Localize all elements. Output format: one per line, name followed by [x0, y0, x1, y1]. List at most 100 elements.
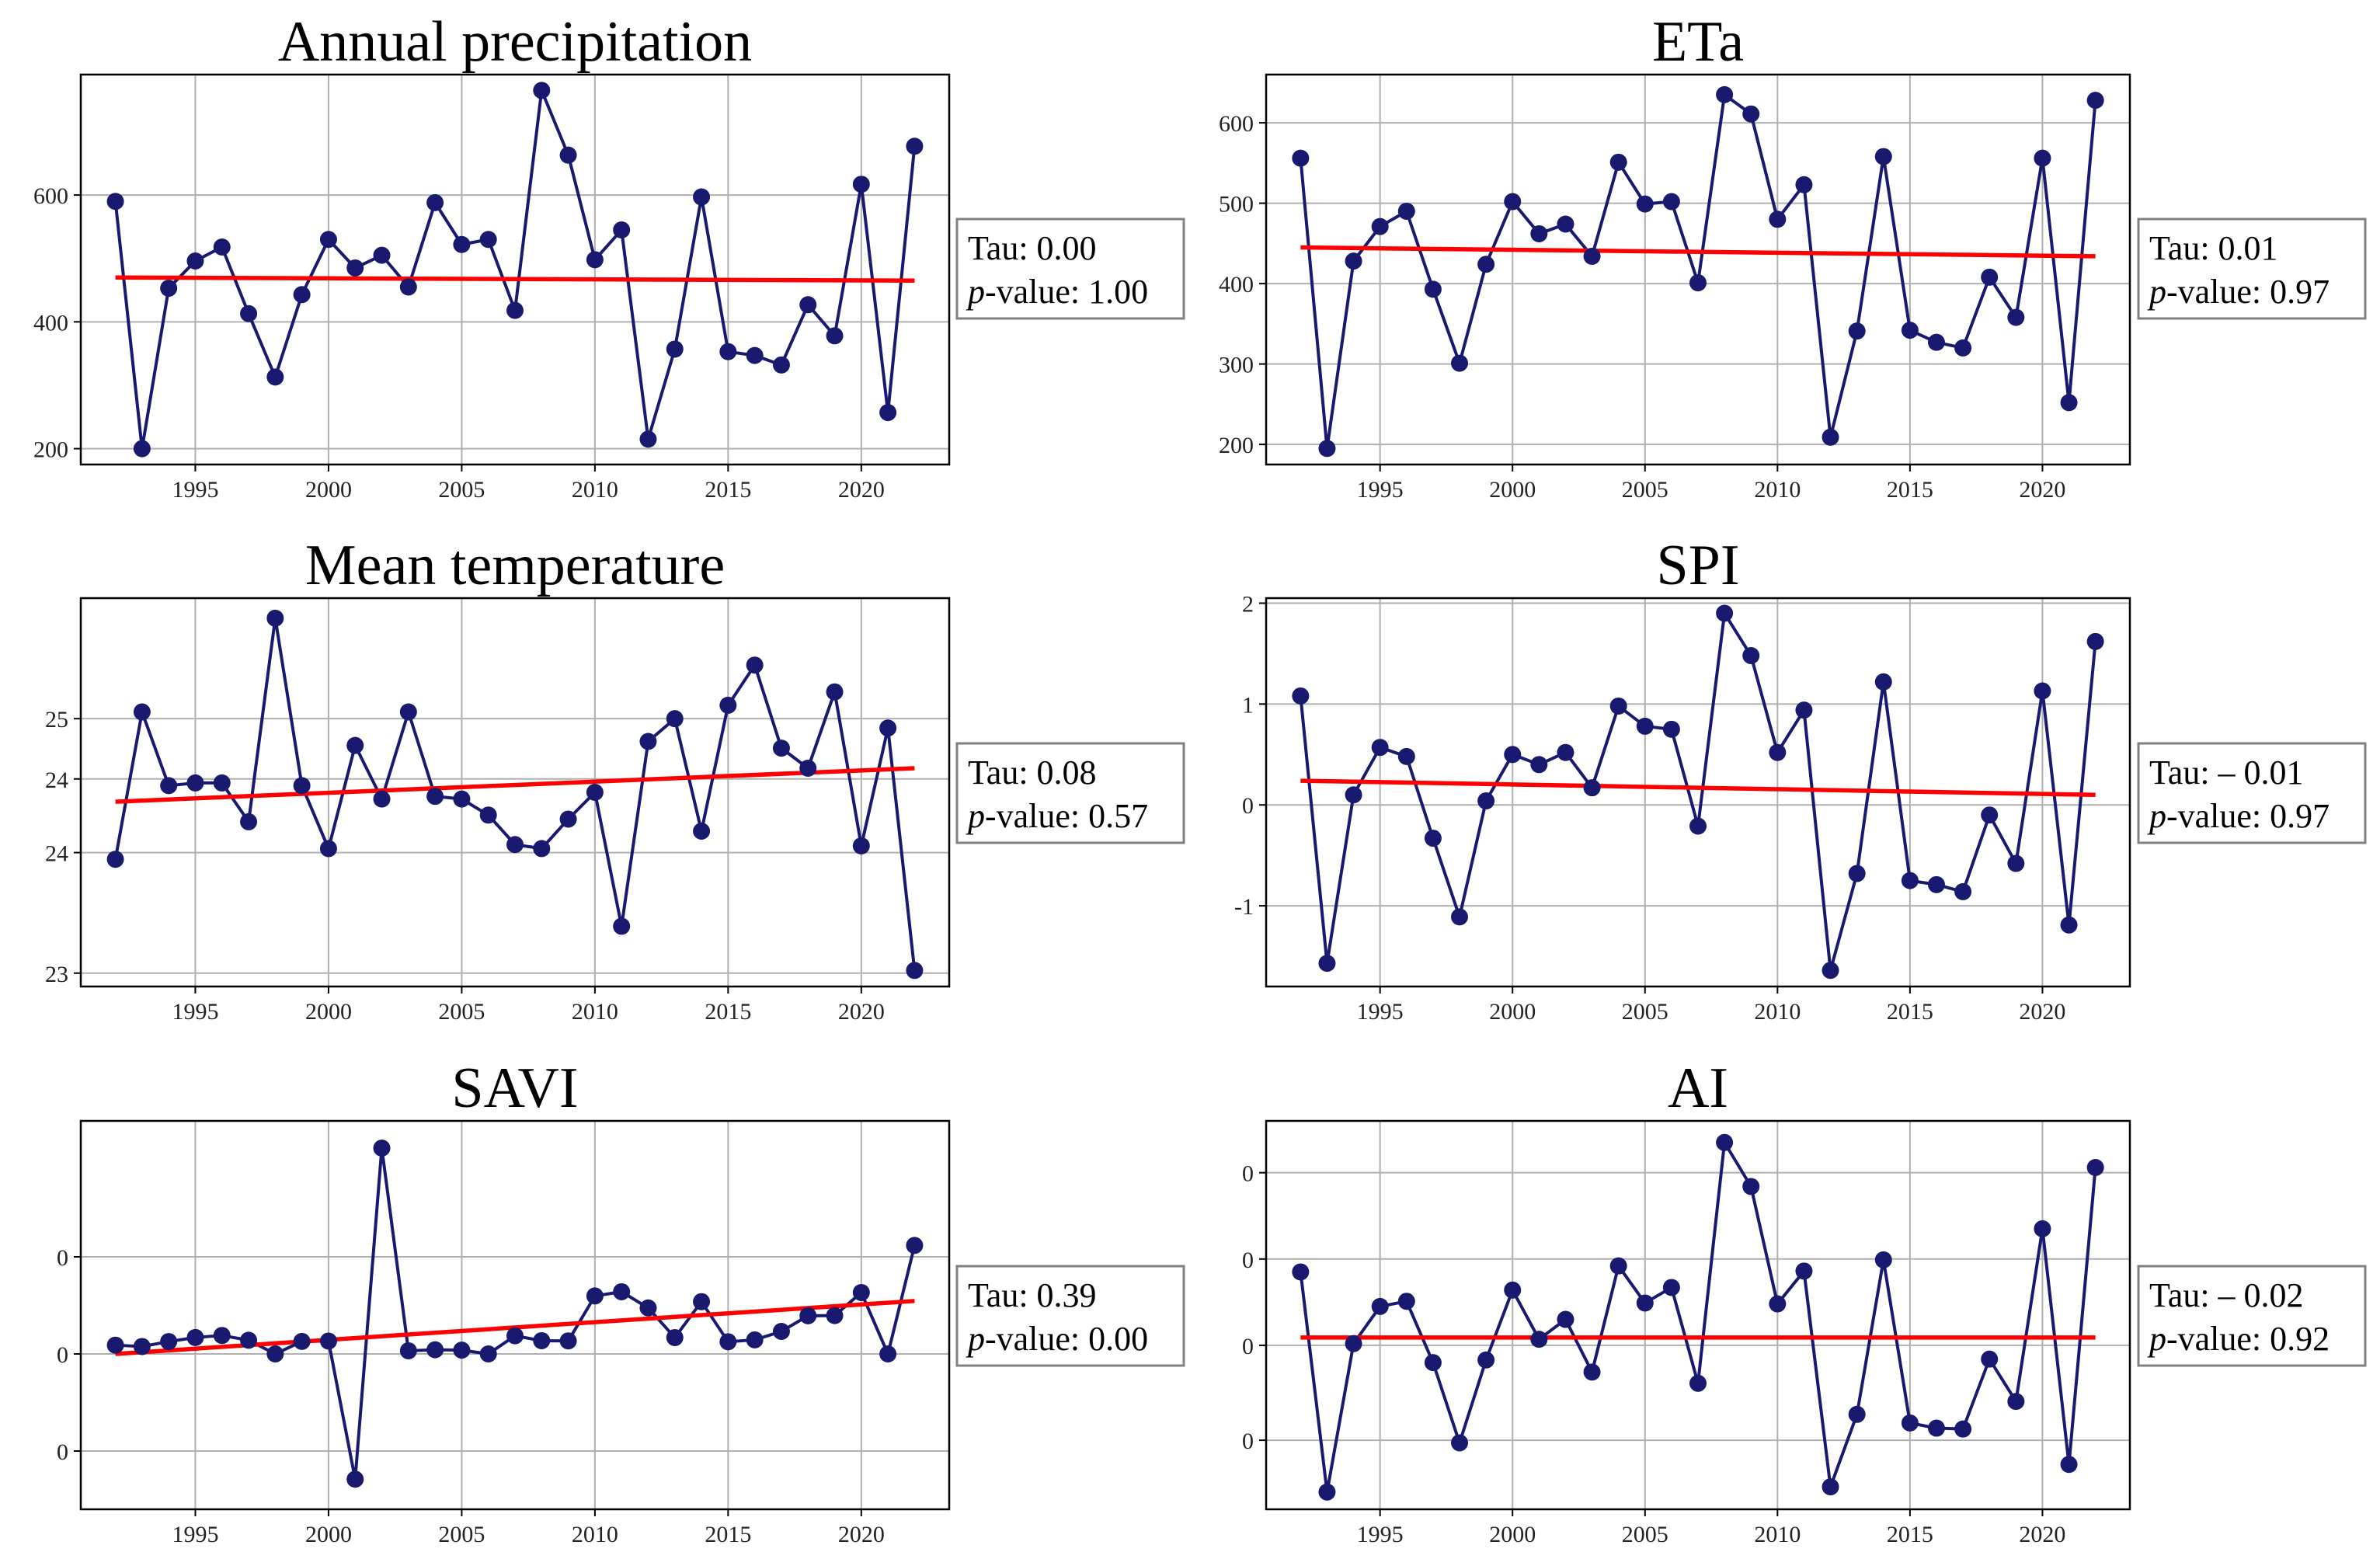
data-point: [266, 1345, 284, 1362]
data-point: [2007, 854, 2025, 872]
chart-title: Mean temperature: [305, 534, 725, 597]
data-point: [2007, 1393, 2025, 1411]
data-point: [746, 346, 764, 364]
p-value-text: -value: 0.97: [2166, 797, 2330, 835]
data-point: [1874, 1251, 1892, 1268]
data-point: [1636, 717, 1654, 735]
data-point: [1795, 1262, 1813, 1280]
p-value-text: -value: 0.92: [2166, 1320, 2330, 1358]
series-line: [1299, 92, 2097, 451]
data-point: [1371, 1297, 1389, 1315]
stat-box: [955, 218, 1185, 320]
x-tick-label: 2000: [1489, 477, 1536, 503]
data-point: [1292, 1263, 1310, 1281]
data-point: [906, 962, 924, 980]
data-point: [1477, 792, 1495, 810]
y-tick-label: 0: [57, 1439, 68, 1465]
x-tick-label: 2015: [1887, 999, 1933, 1025]
y-tick-label: 300: [1219, 353, 1254, 378]
x-tick-label: 2015: [705, 1522, 751, 1547]
data-point: [799, 759, 817, 777]
data-point: [906, 1237, 924, 1255]
data-point: [2034, 149, 2051, 167]
data-point: [266, 368, 284, 386]
y-tick-label: 0: [1242, 1161, 1254, 1187]
data-point: [426, 1341, 444, 1359]
data-point: [1583, 779, 1601, 797]
x-tick-label: 2020: [838, 999, 885, 1025]
data-point: [133, 703, 151, 721]
data-point: [293, 286, 311, 304]
x-tick-label: 2010: [1754, 1522, 1801, 1547]
data-point: [1451, 908, 1469, 926]
data-point: [106, 851, 124, 868]
data-point: [1742, 1178, 1760, 1195]
data-point: [1769, 743, 1787, 761]
data-point: [1874, 673, 1892, 691]
data-point: [586, 251, 604, 269]
chart-title: SAVI: [451, 1056, 578, 1120]
data-point: [879, 719, 897, 737]
data-point: [1981, 1350, 1999, 1368]
data-point: [772, 1323, 790, 1340]
data-point: [426, 788, 444, 806]
x-tick-label: 1995: [172, 1522, 218, 1547]
x-tick-label: 1995: [1357, 1522, 1404, 1547]
y-tick-label: 400: [33, 310, 68, 336]
chart-title: AI: [1668, 1056, 1728, 1120]
data-point: [1927, 1419, 1945, 1437]
x-tick-label: 2020: [838, 1522, 885, 1547]
data-point: [319, 840, 337, 858]
x-tick-label: 2015: [705, 999, 751, 1025]
data-point: [693, 188, 711, 206]
x-tick-label: 2015: [705, 477, 751, 503]
data-point: [1742, 647, 1760, 665]
data-point: [639, 430, 657, 448]
y-tick-label: 24: [45, 767, 68, 793]
data-point: [746, 656, 764, 674]
x-tick-label: 2020: [2019, 477, 2065, 503]
series-line: [115, 1147, 917, 1481]
data-point: [160, 1333, 178, 1351]
data-point: [373, 1140, 391, 1157]
tau-label: Tau: 0.01: [2149, 229, 2278, 267]
y-tick-label: 0: [1242, 1248, 1254, 1273]
data-point: [799, 1307, 817, 1324]
x-tick-label: 2020: [838, 477, 885, 503]
p-value-text: -value: 1.00: [985, 273, 1148, 311]
data-point: [772, 356, 790, 374]
data-point: [506, 301, 524, 319]
data-point: [1397, 747, 1415, 765]
data-point: [1504, 193, 1522, 211]
x-tick-label: 2005: [438, 1522, 485, 1547]
data-point: [1504, 1281, 1522, 1299]
data-point: [240, 813, 258, 830]
x-tick-label: 2005: [1622, 999, 1668, 1025]
y-tick-label: 600: [33, 183, 68, 209]
data-point: [186, 1328, 204, 1346]
data-point: [1318, 955, 1336, 973]
data-point: [2034, 1220, 2051, 1237]
data-point: [1981, 268, 1999, 286]
data-point: [1848, 865, 1866, 882]
chart-title: SPI: [1657, 534, 1740, 597]
data-point: [799, 296, 817, 314]
x-tick-label: 1995: [1357, 999, 1404, 1025]
data-point: [2060, 394, 2078, 412]
data-point: [533, 840, 551, 858]
y-tick-label: 0: [57, 1245, 68, 1271]
p-value-italic: p: [966, 797, 985, 835]
y-tick-label: 23: [45, 962, 68, 987]
p-value-italic: p: [2147, 1320, 2166, 1358]
x-tick-label: 2005: [1622, 1522, 1668, 1547]
data-point: [1451, 1434, 1469, 1452]
data-point: [746, 1331, 764, 1348]
tau-label: Tau: 0.39: [968, 1276, 1097, 1314]
data-point: [1636, 195, 1654, 213]
data-point: [426, 193, 444, 211]
y-tick-label: 24: [45, 841, 68, 867]
data-point: [1927, 333, 1945, 351]
data-point: [1848, 1405, 1866, 1423]
axes-frame: [1265, 1119, 2131, 1511]
data-point: [293, 1332, 311, 1350]
